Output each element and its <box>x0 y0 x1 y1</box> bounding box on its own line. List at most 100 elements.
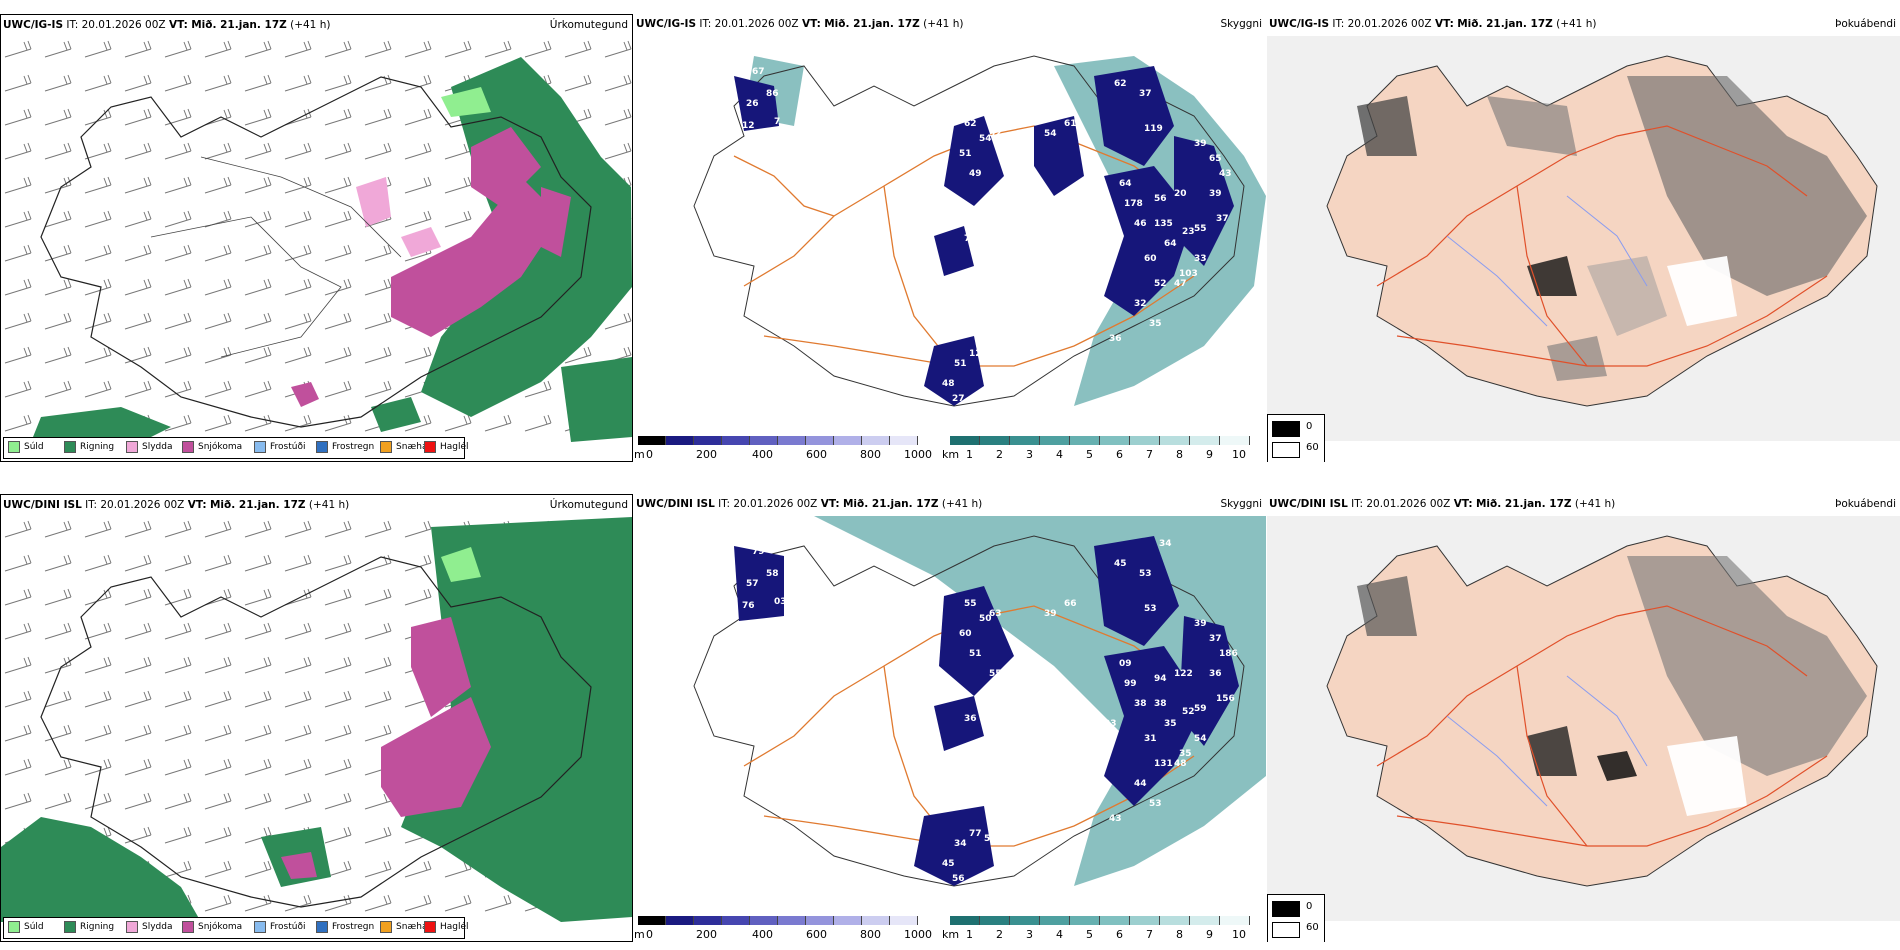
visibility-tick: 6 <box>1116 928 1123 941</box>
precip-map <box>1 517 632 922</box>
valid-time: Mið. 21.jan. 17Z <box>1475 498 1572 510</box>
fog-legend-max: 60 <box>1306 442 1319 453</box>
model-name: UWC/DINI ISL <box>1269 498 1348 510</box>
ceiling-value-label: 131 <box>1154 759 1173 769</box>
ceiling-area <box>734 536 1239 886</box>
ceiling-panel-top: UWC/IG-IS IT: 20.01.2026 00Z VT: Mið. 21… <box>634 14 1266 462</box>
ceiling-value-label: 34 <box>1159 539 1172 549</box>
visibility-tick: 1 <box>966 928 973 941</box>
ceiling-value-label: 56 <box>1154 194 1167 204</box>
snow-area <box>281 617 491 879</box>
visibility-tick: 7 <box>1146 928 1153 941</box>
visibility-tick: 8 <box>1176 448 1183 461</box>
ceiling-value-label: 62 <box>1114 79 1127 89</box>
ceiling-value-label: 62 <box>989 189 1002 199</box>
ceiling-value-label: 84 <box>1054 749 1067 759</box>
coastline <box>40 556 592 908</box>
ceiling-value-label: 03 <box>774 597 787 607</box>
ceiling-tick: 0 <box>646 448 653 461</box>
ceiling-value-label: 66 <box>1064 599 1077 609</box>
ceiling-tick: 200 <box>696 448 717 461</box>
ceiling-tick: 400 <box>752 448 773 461</box>
panel-title: Úrkomutegund <box>549 499 628 511</box>
ceiling-value-label: 27 <box>952 394 965 404</box>
ceiling-value-label: 119 <box>1144 124 1163 134</box>
ceiling-value-label: 31 <box>1144 734 1157 744</box>
ceiling-value-label: 43 <box>1109 814 1122 824</box>
ceiling-value-label: 49 <box>969 169 982 179</box>
ceiling-panel-bottom: UWC/DINI ISL IT: 20.01.2026 00Z VT: Mið.… <box>634 494 1266 942</box>
visibility-tick: 4 <box>1056 448 1063 461</box>
ceiling-value-label: 56 <box>952 874 965 884</box>
ceiling-value-label: 60 <box>1144 254 1157 264</box>
ceiling-value-label: 60 <box>959 629 972 639</box>
lead-time: (+41 h) <box>308 499 350 511</box>
legend-hail: Haglél <box>424 918 469 936</box>
legend-freezing-rain: Frostregn <box>316 438 374 456</box>
legend-freezing-drizzle: Frostúði <box>254 438 305 456</box>
model-name: UWC/IG-IS <box>636 18 697 30</box>
visibility-colorbar: km 1 2 3 4 5 6 7 8 9 10 <box>942 916 1262 942</box>
ceiling-value-label: 55 <box>1194 224 1207 234</box>
ceiling-value-label: 156 <box>1216 694 1235 704</box>
ceiling-value-label: 32 <box>1134 299 1147 309</box>
ceiling-tick: 600 <box>806 928 827 941</box>
ceiling-value-label: 92 <box>989 129 1002 139</box>
panel-header: UWC/IG-IS IT: 20.01.2026 00Z VT: Mið. 21… <box>1269 16 1896 32</box>
ceiling-value-label: 35 <box>1164 719 1177 729</box>
ceiling-value-label: 50 <box>979 614 992 624</box>
model-name: UWC/IG-IS <box>3 19 64 31</box>
valid-time-label: VT: <box>1453 498 1473 510</box>
fog-panel-bottom: UWC/DINI ISL IT: 20.01.2026 00Z VT: Mið.… <box>1267 494 1900 942</box>
coastline <box>40 76 592 428</box>
snow-area <box>291 127 571 407</box>
precip-legend: Súld Rigning Slydda Snjókoma Frostúði Fr… <box>3 437 469 459</box>
ceiling-value-label: 58 <box>766 569 779 579</box>
valid-time: Mið. 21.jan. 17Z <box>1457 18 1553 30</box>
fog-legend-min: 0 <box>1306 901 1313 912</box>
ceiling-value-label: 36 <box>1209 669 1222 679</box>
valid-time: Mið. 21.jan. 17Z <box>824 18 920 30</box>
ceiling-tick: 800 <box>860 448 881 461</box>
legend-drizzle: Súld <box>8 438 44 456</box>
ceiling-value-label: 36 <box>1109 334 1122 344</box>
visibility-tick: 5 <box>1086 928 1093 941</box>
ceiling-value-label: 122 <box>1174 669 1193 679</box>
ceiling-value-label: 86 <box>766 89 779 99</box>
model-name: UWC/DINI ISL <box>636 498 715 510</box>
fog-legend: 0 60 <box>1267 414 1325 462</box>
init-time: IT: 20.01.2026 00Z <box>718 498 818 510</box>
visibility-tick: 6 <box>1116 448 1123 461</box>
ceiling-value-label: 178 <box>1124 199 1143 209</box>
ceiling-value-label: 99 <box>1124 679 1137 689</box>
ceiling-value-label: 52 <box>1154 279 1167 289</box>
ceiling-value-label: 55 <box>964 599 977 609</box>
visibility-tick: 9 <box>1206 928 1213 941</box>
ceiling-value-label: 9 <box>994 329 1000 339</box>
visibility-tick: 3 <box>1026 448 1033 461</box>
ceiling-colorbar: m 0 200 400 600 800 1000 <box>634 916 934 942</box>
coastline <box>693 55 1245 407</box>
visibility-tick: 8 <box>1176 928 1183 941</box>
ceiling-value-label: 43 <box>974 739 987 749</box>
ceiling-value-label: 15 <box>984 354 997 364</box>
ceiling-tick: 0 <box>646 928 653 941</box>
legend-freezing-rain: Frostregn <box>316 918 374 936</box>
ceiling-value-label: 53 <box>1139 569 1152 579</box>
fog-map <box>1267 36 1900 441</box>
lead-time: (+41 h) <box>290 19 331 31</box>
panel-title: Úrkomutegund <box>549 19 628 31</box>
valid-time-label: VT: <box>1434 18 1454 30</box>
ceiling-value-label: 65 <box>1209 154 1222 164</box>
visibility-tick: 9 <box>1206 448 1213 461</box>
ceiling-value-label: 51 <box>969 649 982 659</box>
ceiling-unit: m <box>634 448 645 461</box>
valid-time-label: VT: <box>187 499 207 511</box>
visibility-unit: km <box>942 928 960 941</box>
drizzle-area <box>441 547 481 582</box>
panel-header: UWC/DINI ISL IT: 20.01.2026 00Z VT: Mið.… <box>3 497 628 513</box>
init-time: IT: 20.01.2026 00Z <box>1332 18 1432 30</box>
